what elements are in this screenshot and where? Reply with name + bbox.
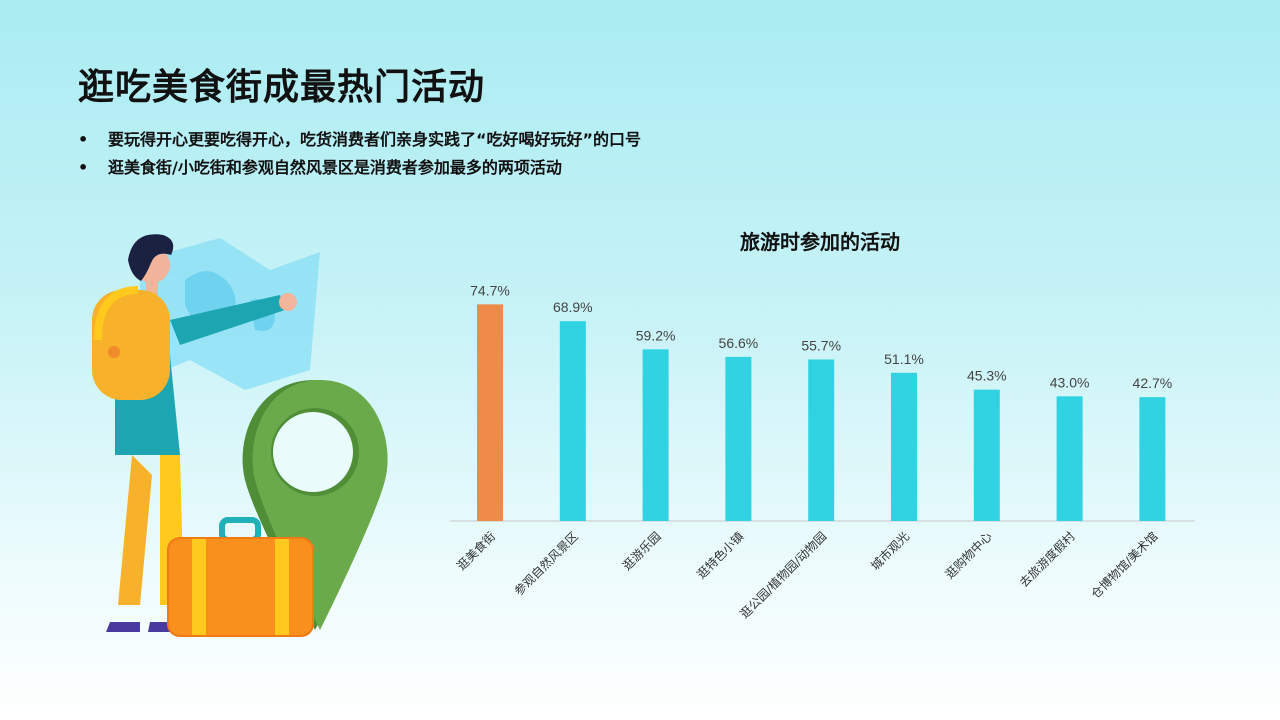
bar (973, 389, 1000, 521)
category-label: 去旅游度假村 (1016, 529, 1078, 591)
bar-chart: 74.7% 逛美食街 68.9% 参观自然风景区 59.2% 逛游乐园 56.6% 逛特色小镇… (450, 282, 1195, 622)
data-label: 55.7% (801, 337, 841, 353)
traveler-illustration (70, 220, 400, 644)
bullet-list: 要玩得开心更要吃得开心，吃货消费者们亲身实践了“吃好喝好玩好”的口号 逛美食街/… (78, 126, 641, 182)
bar (477, 304, 503, 521)
bar (891, 372, 917, 521)
category-label: 城市观光 (868, 529, 913, 574)
data-label: 68.9% (553, 299, 593, 315)
chart-title: 旅游时参加的活动 (740, 230, 900, 254)
data-label: 74.7% (470, 282, 510, 298)
bullet-item: 逛美食街/小吃街和参观自然风景区是消费者参加最多的两项活动 (78, 154, 641, 182)
data-label: 51.1% (884, 351, 924, 367)
location-pin-icon (242, 380, 388, 630)
category-label: 逛特色小镇 (693, 529, 746, 582)
category-label: 仓博物馆/美术馆 (1088, 529, 1161, 602)
bullet-item: 要玩得开心更要吃得开心，吃货消费者们亲身实践了“吃好喝好玩好”的口号 (78, 126, 641, 154)
bar (725, 356, 752, 521)
suitcase-icon (167, 517, 314, 637)
category-label: 逛公园/植物园/动物园 (737, 529, 830, 622)
category-label: 参观自然风景区 (511, 529, 581, 599)
data-label: 42.7% (1133, 375, 1173, 391)
category-label: 逛美食街 (454, 529, 499, 574)
person-icon (92, 234, 297, 632)
category-label: 逛购物中心 (942, 529, 995, 582)
bar (1056, 396, 1083, 521)
page-title: 逛吃美食街成最热门活动 (78, 67, 486, 108)
category-label: 逛游乐园 (620, 529, 664, 573)
bar (642, 349, 669, 521)
data-label: 56.6% (719, 335, 759, 351)
bar (808, 359, 835, 521)
data-label: 59.2% (636, 327, 676, 343)
bar (1139, 397, 1166, 521)
data-label: 45.3% (967, 368, 1007, 384)
data-label: 43.0% (1050, 374, 1090, 390)
bar (559, 321, 586, 521)
